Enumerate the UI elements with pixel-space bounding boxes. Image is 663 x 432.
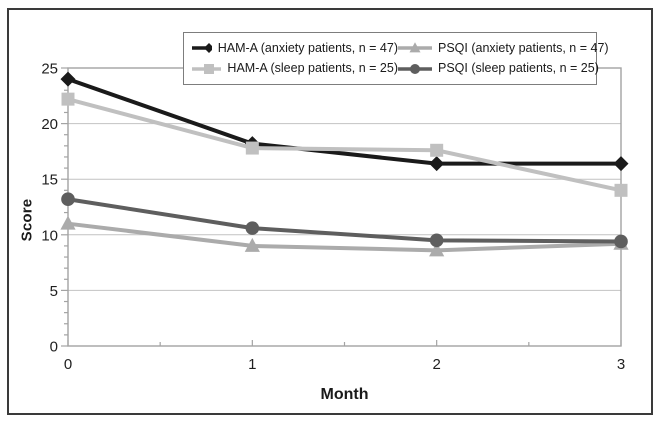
legend-swatch-diamond: [192, 43, 212, 54]
diamond-marker: [613, 156, 629, 172]
legend-item: HAM-A (anxiety patients, n = 47): [192, 41, 398, 55]
y-tick-label: 0: [50, 339, 58, 356]
diamond-marker: [429, 156, 445, 172]
y-tick-label: 25: [41, 61, 58, 78]
y-tick-label: 15: [41, 172, 58, 189]
circle-marker: [410, 63, 420, 74]
series-line-0: [67, 77, 621, 166]
chart-legend: HAM-A (anxiety patients, n = 47) PSQI (an…: [183, 32, 609, 85]
y-tick-label: 5: [50, 283, 58, 300]
series-line-1: [67, 221, 622, 253]
legend-item: HAM-A (sleep patients, n = 25): [192, 62, 398, 76]
legend-swatch-square: [192, 63, 222, 74]
circle-marker: [61, 192, 75, 207]
legend-label: PSQI (anxiety patients, n = 47): [438, 41, 609, 56]
square-marker: [430, 143, 444, 157]
circle-marker: [614, 234, 628, 249]
legend-swatch-triangle: [398, 42, 432, 53]
legend-swatch-circle: [398, 63, 432, 74]
square-marker: [245, 141, 259, 155]
circle-marker: [245, 221, 260, 235]
triangle-marker: [60, 215, 76, 230]
circle-marker: [429, 233, 444, 248]
x-tick-label: 1: [248, 356, 256, 373]
legend-label: HAM-A (anxiety patients, n = 47): [217, 41, 398, 56]
square-marker: [614, 183, 628, 197]
legend-label: HAM-A (sleep patients, n = 25): [227, 61, 398, 76]
series-line-2: [67, 97, 622, 193]
legend-item: PSQI (anxiety patients, n = 47): [398, 41, 609, 55]
x-tick-label: 3: [617, 356, 625, 373]
triangle-marker: [429, 242, 445, 257]
series-line-3: [67, 197, 622, 244]
square-marker: [61, 92, 75, 106]
square-marker: [204, 63, 214, 74]
y-axis-title: Score: [18, 198, 36, 242]
legend-item: PSQI (sleep patients, n = 25): [398, 62, 609, 76]
diamond-marker: [204, 43, 212, 54]
x-tick-label: 0: [64, 356, 72, 373]
triangle-marker: [244, 237, 260, 252]
y-tick-label: 20: [41, 116, 58, 133]
triangle-marker: [409, 42, 421, 53]
legend-label: PSQI (sleep patients, n = 25): [438, 61, 599, 76]
x-axis-title: Month: [320, 386, 369, 403]
x-tick-label: 2: [432, 356, 440, 373]
diamond-marker: [60, 71, 76, 87]
y-tick-label: 10: [41, 227, 58, 244]
